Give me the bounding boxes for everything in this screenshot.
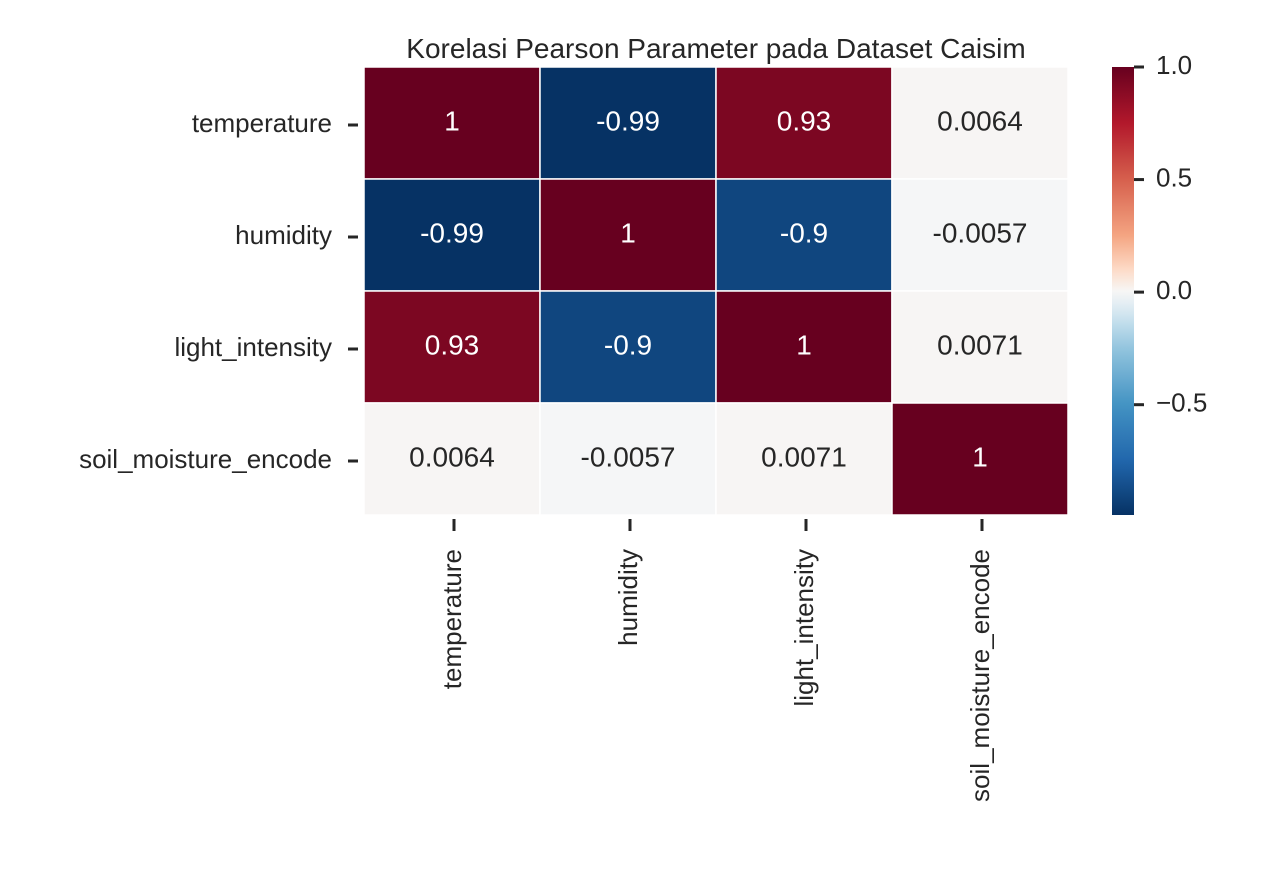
cell-annotation: 0.0064 [937, 105, 1023, 136]
heatmap-cell [539, 290, 717, 404]
cell-annotation: 0.93 [425, 329, 480, 360]
y-tick-label: humidity [235, 220, 332, 250]
heatmap-cell [363, 178, 541, 292]
cell-annotation: -0.99 [420, 217, 484, 248]
x-axis: temperature humidity light_intensity soil_m… [437, 519, 995, 802]
heatmap-cell [715, 402, 893, 516]
cell-annotation: 1 [444, 105, 460, 136]
heatmap-cell [363, 66, 541, 180]
cell-annotation: 1 [972, 441, 988, 472]
cell-annotation: -0.99 [596, 105, 660, 136]
cell-annotation: 0.0064 [409, 441, 495, 472]
x-tick-label: humidity [613, 549, 643, 646]
cell-annotation: -0.9 [780, 217, 828, 248]
heatmap-cell [891, 402, 1069, 516]
heatmap-cell [891, 66, 1069, 180]
heatmap-cell [715, 66, 893, 180]
heatmap-cell [539, 402, 717, 516]
chart-title: Korelasi Pearson Parameter pada Dataset … [406, 33, 1025, 64]
x-tick-label: soil_moisture_encode [965, 549, 995, 802]
cell-annotation: -0.9 [604, 329, 652, 360]
cell-annotation: 1 [620, 217, 636, 248]
heatmap-cell [891, 178, 1069, 292]
heatmap-cell [891, 290, 1069, 404]
heatmap-cell [363, 402, 541, 516]
colorbar: 1.0 0.5 0.0 −0.5 [1112, 50, 1207, 515]
colorbar-gradient [1112, 67, 1134, 515]
cell-annotation: -0.0057 [933, 217, 1028, 248]
cell-annotation: 1 [796, 329, 812, 360]
y-tick-label: soil_moisture_encode [79, 444, 332, 474]
x-tick-label: temperature [437, 549, 467, 689]
colorbar-tick-label: 0.0 [1156, 275, 1192, 305]
heatmap-cell [539, 66, 717, 180]
y-tick-label: light_intensity [174, 332, 332, 362]
colorbar-tick-label: 0.5 [1156, 162, 1192, 192]
heatmap-cells: 1 -0.99 0.93 0.0064 -0.99 1 -0.9 -0.0057 0.93 -0.… [363, 66, 1069, 516]
cell-annotation: 0.93 [777, 105, 832, 136]
colorbar-tick-label: −0.5 [1156, 388, 1207, 418]
x-tick-label: light_intensity [789, 549, 819, 707]
cell-annotation: 0.0071 [761, 441, 847, 472]
cell-annotation: -0.0057 [581, 441, 676, 472]
y-tick-label: temperature [192, 108, 332, 138]
heatmap-cell [539, 178, 717, 292]
cell-annotation: 0.0071 [937, 329, 1023, 360]
colorbar-tick-label: 1.0 [1156, 50, 1192, 80]
y-axis: temperature humidity light_intensity soil_m… [79, 108, 358, 474]
